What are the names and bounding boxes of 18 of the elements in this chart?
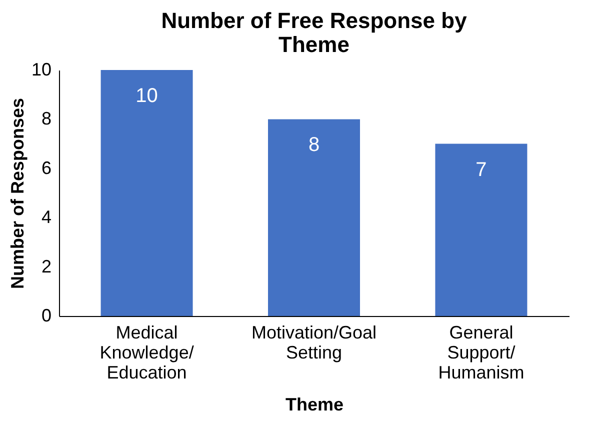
x-axis-title: Theme <box>285 394 344 414</box>
data-label: 8 <box>308 134 320 156</box>
y-tick-label: 8 <box>41 108 52 129</box>
y-tick-label: 2 <box>41 256 52 276</box>
bar <box>100 70 193 316</box>
data-label: 7 <box>476 158 487 181</box>
x-tick-label: Motivation/Goal Setting <box>251 322 377 362</box>
data-label: 10 <box>136 85 158 107</box>
x-tick-label: General Support/ Humanism <box>438 322 524 382</box>
chart-title: Number of Free Response by Theme <box>161 8 468 57</box>
y-tick-label: 6 <box>41 158 52 178</box>
y-tick-label: 10 <box>31 60 52 80</box>
y-tick-label: 4 <box>41 207 52 228</box>
y-tick-label: 0 <box>41 306 52 326</box>
x-tick-label: Medical Knowledge/ Education <box>100 322 194 382</box>
y-axis-title: Number of Responses <box>7 98 28 290</box>
bar <box>435 144 528 316</box>
bar <box>268 119 360 316</box>
